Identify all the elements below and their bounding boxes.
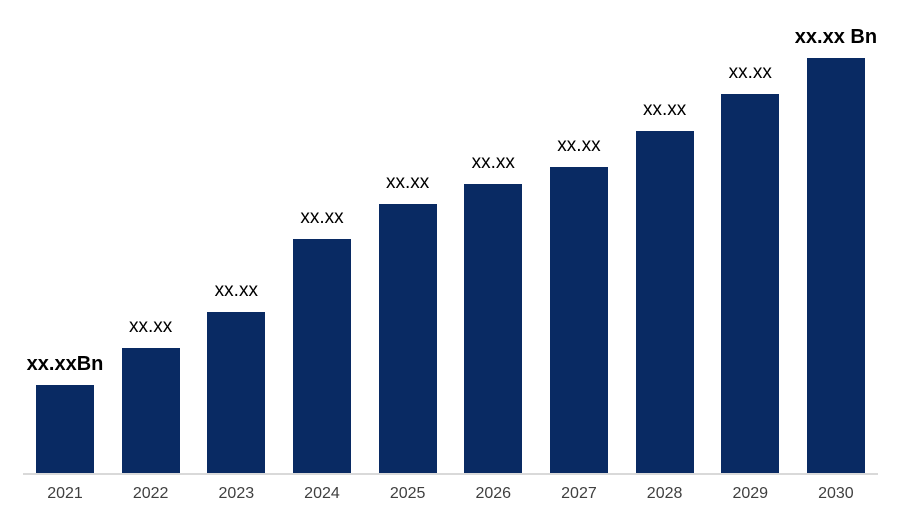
data-label-2027: xx.xx [557,135,601,157]
bar-2028 [635,131,694,473]
x-tick-2021: 2021 [47,485,83,502]
x-tick-2023: 2023 [218,485,255,502]
bar-column-2030: xx.xx Bn [795,26,877,473]
x-tick-2030: 2030 [818,485,854,502]
x-tick-2029: 2029 [732,485,769,502]
bar-2023 [207,312,266,473]
data-label-2022: xx.xx [129,316,173,338]
bar-column-2024: xx.xx [292,207,351,473]
bar-2022 [121,348,180,473]
bar-column-2023: xx.xx [207,280,266,473]
bar-2029 [721,94,780,473]
bar-column-2025: xx.xx [378,172,437,473]
x-tick-2028: 2028 [646,485,683,502]
x-tick-2022: 2022 [132,485,169,502]
data-label-2026: xx.xx [471,152,515,174]
x-axis-tick-labels: 2021 2022 2023 2024 2025 2026 2027 2028 2029 2030 [23,485,878,503]
data-label-2021: xx.xxBn [26,353,104,375]
x-axis-line [23,473,878,475]
bar-column-2022: xx.xx [121,316,180,473]
bar-column-2029: xx.xx [721,62,780,473]
bar-2025 [378,204,437,473]
data-label-2025: xx.xx [385,172,430,194]
data-label-2024: xx.xx [300,207,344,229]
bar-2027 [549,167,608,473]
bar-2030 [806,58,865,473]
bar-column-2026: xx.xx [464,152,523,473]
bar-column-2021: xx.xxBn [27,353,103,473]
x-tick-2027: 2027 [561,485,597,502]
bar-column-2027: xx.xx [549,135,608,473]
x-tick-2024: 2024 [304,485,340,502]
data-label-2030: xx.xx Bn [794,26,878,48]
bar-column-2028: xx.xx [635,99,694,473]
x-tick-2026: 2026 [475,485,512,502]
data-label-2029: xx.xx [728,62,772,84]
plot-area: xx.xxBn xx.xx xx.xx xx.xx xx.xx xx.xx xx.xx xx.… [23,0,878,473]
bar-2026 [464,184,523,473]
data-label-2028: xx.xx [642,99,687,121]
data-label-2023: xx.xx [214,280,258,302]
bar-2024 [292,239,351,473]
x-tick-2025: 2025 [389,485,426,502]
bar-2021 [36,385,94,473]
